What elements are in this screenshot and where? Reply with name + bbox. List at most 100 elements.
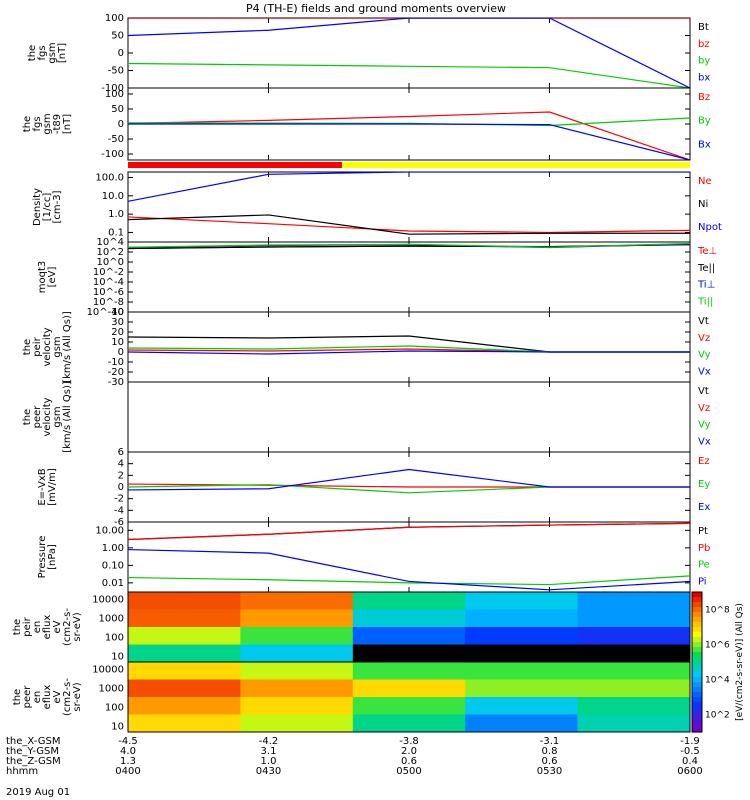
ylabel-line: eV [52,620,63,633]
colorbar-swatch [692,592,702,598]
ytick-label: 10^2 [97,247,124,258]
panel-ylabel: moqt3[eV] [37,261,58,294]
panel-ylabel: thepeerenefluxeV(cm2-s-sr-eV) [12,678,83,716]
heat-cell [128,662,241,680]
ytick-label: -50 [108,134,124,145]
colorbar-swatch [692,687,702,693]
legend-Pb: Pb [698,543,710,554]
ytick-label: 10000 [92,665,124,676]
ytick-label: 100 [105,13,124,24]
ytick-label: 0 [118,119,124,130]
ylabel-line: eflux [42,615,53,640]
panel-peer_velocity: thepeervelocitygsm[km/s (All Qs)] Vt Vz Vy V… [22,381,711,453]
orbit-value: 2.0 [401,746,417,757]
heat-cell [128,697,241,715]
heat-frame [127,661,691,733]
heat-cell [352,644,466,663]
legend-Te||: Te|| [697,263,715,274]
orbit-value: 1.0 [261,756,277,767]
heat-cell [577,679,691,698]
ylabel-line: [nPa] [47,544,58,570]
ytick-label: 10.0 [102,191,124,202]
panel-peer_en_eflux: thepeerenefluxeV(cm2-s-sr-eV) 10000 1000 10… [12,661,691,733]
series-line-Ne [128,216,690,234]
heat-cell [465,609,579,628]
ylabel-line: E=-VxB [37,468,48,505]
colorbar-swatch [692,662,702,668]
ylabel-line: (cm2-s- [62,608,73,646]
heat-cell [128,679,241,698]
ylabel-line: the [12,619,23,635]
panel-ylabel: Density[1/cc][cm-3] [32,188,63,226]
legend-bz: bz [698,39,710,50]
panel-peir_en_eflux: thepeirenefluxeV(cm2-s-sr-eV) 10000 1000 10… [12,591,691,663]
orbit-value: 1.3 [120,756,136,767]
colorbar-swatch [692,652,702,658]
colorbar-swatch [692,677,702,683]
ylabel-line: peir [32,336,43,356]
ylabel-line: [cm-3] [52,190,63,223]
panel-frame [127,241,691,313]
ylabel-line: velocity [42,397,53,436]
heat-cell [128,714,241,733]
heat-cell [352,662,466,680]
ytick-label: -100 [101,83,124,94]
colorbar-swatch [692,607,702,613]
ylabel-line: [km/s (All Qs)] [62,311,73,383]
panel-ylabel: E=-VxB[mV/m] [37,468,58,506]
ytick-label: 1000 [99,683,124,694]
heat-cell [465,592,579,610]
ylabel-line: gsm [52,406,63,427]
colorbar-swatch [692,617,702,623]
heat-cell [577,644,691,663]
colorbar-swatch [692,727,702,733]
panel-ylabel: thepeirenefluxeV(cm2-s-sr-eV) [12,608,83,646]
heat-cell [240,714,354,733]
ylabel-line: velocity [42,327,53,366]
ytick-label: 1000 [99,613,124,624]
colorbar-swatch [692,602,702,608]
colorbar-swatch [692,672,702,678]
legend-Ne: Ne [698,176,712,187]
ylabel-line: the [12,689,23,705]
ytick-label: 20 [111,327,124,338]
heat-cell [352,679,466,698]
ytick-label: 0.01 [102,578,124,589]
heat-cell [352,592,466,610]
legend-Bt: Bt [698,22,709,33]
ylabel-line: the [22,409,33,425]
panels-group: thefgsgsm[nT]100500-50-100Btbzbybxthefgs… [12,13,722,733]
ylabel-line: [nT] [62,114,73,134]
colorbar-tick-label: 10^4 [705,676,730,686]
colorbar-swatch [692,612,702,618]
orbit-value: 0530 [537,766,562,777]
colorbar-swatch [692,682,702,688]
ylabel-line: gsm [52,336,63,357]
ylabel-line: gsm [47,42,58,63]
legend-Ni: Ni [698,199,708,210]
ylabel-line: [eV] [47,267,58,288]
ytick-label: 10^-2 [93,267,124,278]
legend-Vy: Vy [698,420,711,431]
series-line-Npot [128,172,690,202]
orbit-value: -0.5 [680,746,700,757]
series-line-Ex [128,468,690,491]
mode-bar-yellow [342,162,690,168]
orbit-table: the_X-GSM -4.5 -4.2 -3.8 -3.1 -1.9 the_Y-GSM 4.… [6,736,703,777]
ytick-label: 10000 [92,595,124,606]
panel-ylabel: thepeervelocitygsm[km/s (All Qs)] [22,381,73,453]
panel-ylabel: thepeirvelocitygsm[km/s (All Qs)] [22,311,73,383]
orbit-value: 0.6 [401,756,417,767]
colorbar-swatch [692,637,702,643]
colorbar-swatch [692,657,702,663]
ylabel-line: the [22,116,33,132]
heat-cell [465,662,579,680]
ytick-label: 10^-8 [93,297,124,308]
ytick-label: 1.0 [108,209,124,220]
orbit-value: -3.1 [540,736,560,747]
legend-Pe: Pe [698,560,710,571]
heat-cell [240,662,354,680]
heat-cell [465,697,579,715]
ytick-label: -4 [114,505,124,516]
panel-frame [127,311,691,383]
